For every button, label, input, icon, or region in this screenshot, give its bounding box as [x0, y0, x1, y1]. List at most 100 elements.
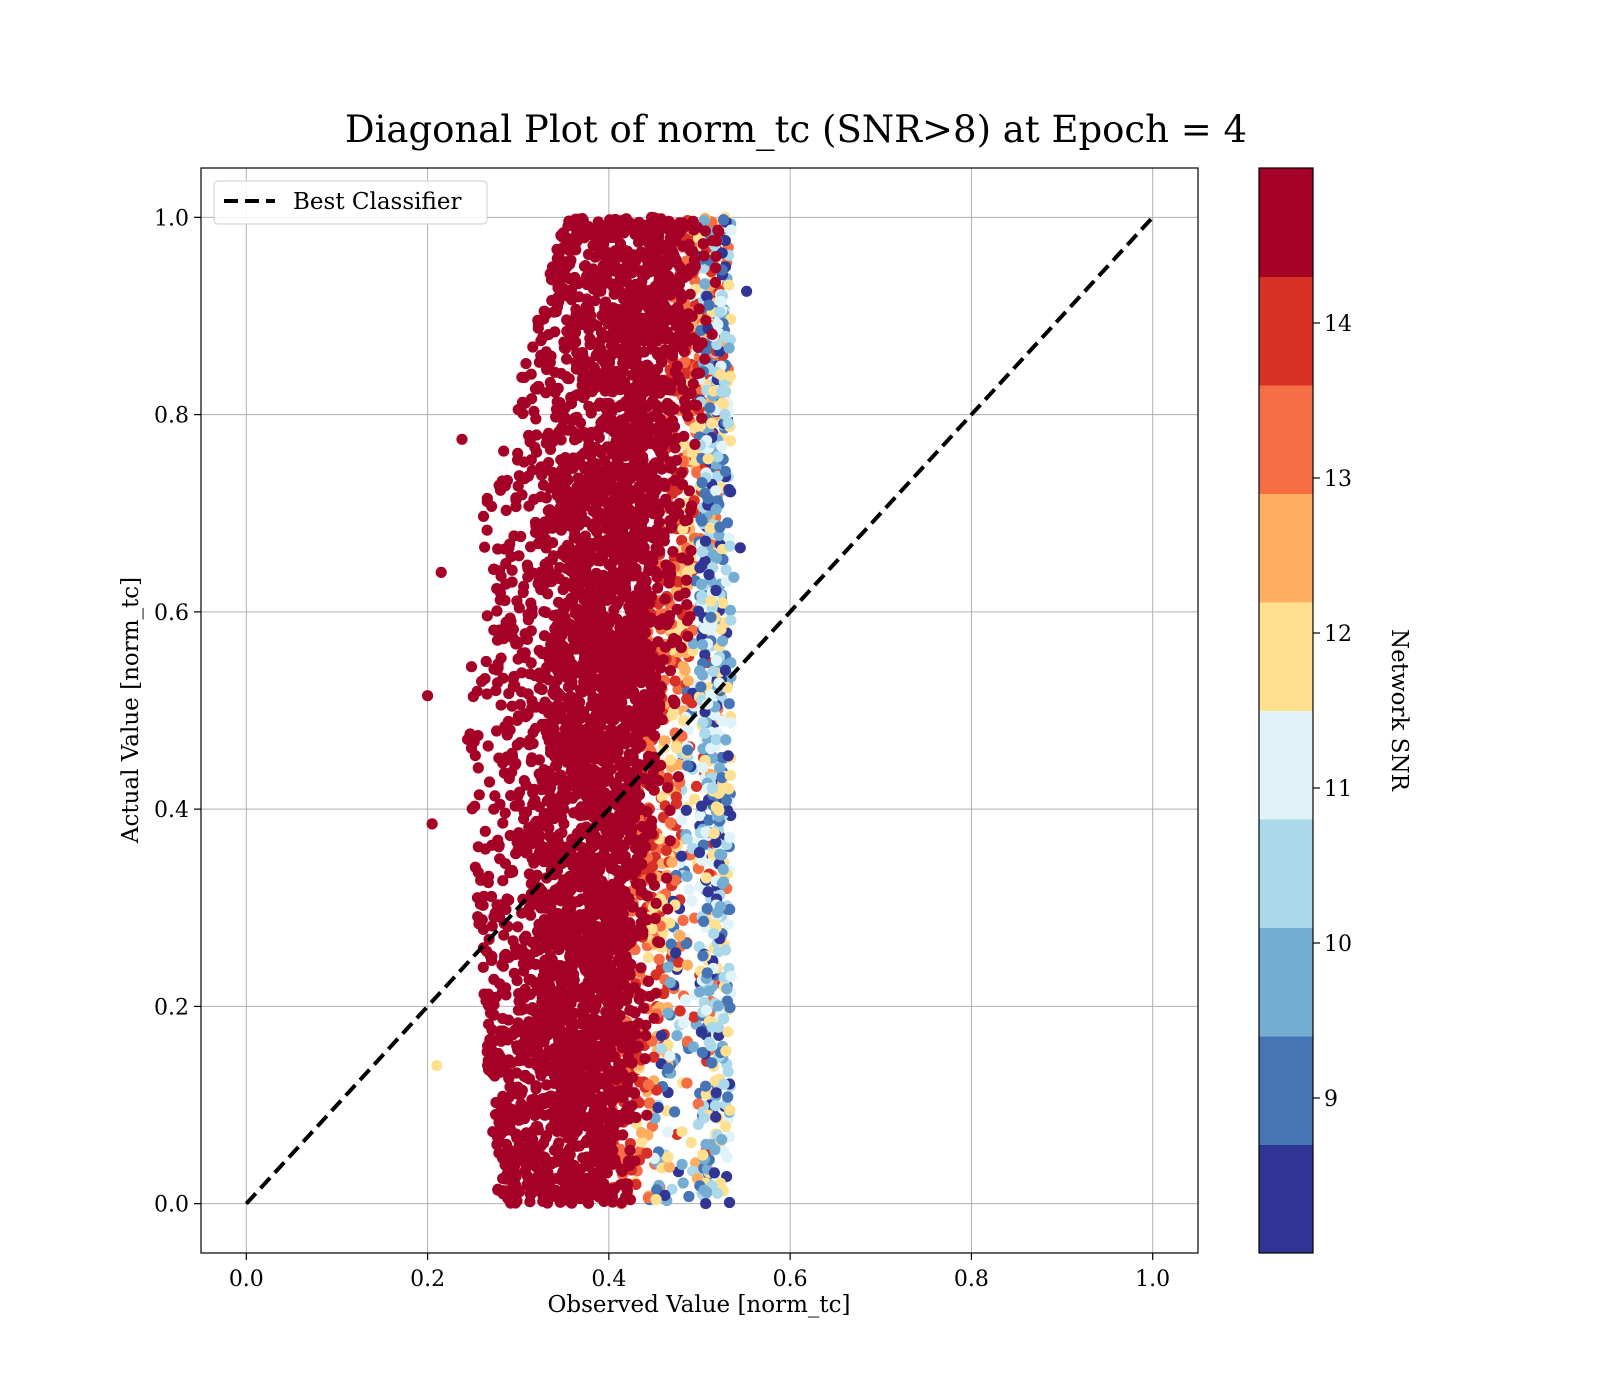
scatter-point	[710, 654, 723, 667]
scatter-point	[636, 847, 648, 859]
scatter-point	[477, 923, 489, 936]
scatter-point	[514, 737, 526, 749]
scatter-point	[476, 675, 488, 688]
scatter-point	[526, 608, 538, 620]
scatter-point	[703, 569, 715, 581]
scatter-point	[646, 861, 659, 873]
scatter-point	[723, 279, 735, 291]
scatter-point	[481, 610, 493, 622]
scatter-point	[701, 290, 713, 302]
scatter-point	[695, 578, 708, 590]
scatter-point	[716, 1134, 728, 1146]
scatter-point	[728, 571, 740, 583]
scatter-point	[709, 1144, 721, 1156]
scatter-point	[469, 800, 481, 812]
scatter-point	[569, 528, 581, 540]
scatter-point	[629, 1007, 641, 1019]
scatter-point	[712, 318, 724, 331]
scatter-point	[624, 1194, 637, 1206]
scatter-point	[660, 844, 672, 857]
scatter-point	[556, 911, 568, 923]
scatter-point	[681, 833, 693, 845]
scatter-point	[518, 775, 530, 787]
scatter-point	[721, 983, 733, 995]
scatter-point	[678, 1017, 690, 1029]
scatter-point	[617, 908, 629, 920]
scatter-point	[638, 625, 650, 637]
scatter-point	[688, 254, 701, 266]
scatter-point	[574, 318, 586, 331]
scatter-point	[567, 1131, 579, 1143]
scatter-point	[682, 760, 694, 772]
scatter-point	[696, 412, 708, 424]
scatter-point	[723, 698, 735, 710]
scatter-point	[543, 786, 555, 798]
scatter-point	[665, 938, 677, 950]
scatter-point	[507, 866, 519, 878]
scatter-point	[630, 1028, 642, 1040]
scatter-point	[706, 1021, 718, 1033]
scatter-point	[538, 809, 550, 822]
scatter-point	[650, 897, 662, 910]
scatter-point	[599, 304, 611, 316]
scatter-point	[532, 314, 544, 326]
scatter-point	[662, 1151, 674, 1163]
scatter-point	[597, 421, 609, 433]
scatter-point	[696, 1046, 709, 1059]
scatter-point	[545, 894, 557, 906]
scatter-point	[711, 1187, 724, 1199]
scatter-point	[687, 1041, 700, 1053]
scatter-point	[724, 604, 737, 616]
scatter-point	[641, 914, 653, 926]
scatter-point	[724, 903, 736, 916]
scatter-point	[587, 841, 599, 853]
scatter-point	[710, 485, 722, 497]
scatter-point	[515, 1098, 527, 1110]
scatter-point	[574, 498, 586, 510]
scatter-point	[497, 817, 509, 829]
scatter-point	[725, 224, 737, 236]
scatter-point	[682, 630, 694, 642]
scatter-point	[613, 809, 625, 821]
scatter-point	[538, 1151, 550, 1163]
scatter-point	[722, 1066, 734, 1078]
scatter-point	[702, 453, 714, 465]
scatter-point	[563, 215, 575, 227]
scatter-point	[620, 993, 632, 1005]
scatter-point	[595, 780, 607, 792]
scatter-point	[550, 296, 562, 308]
scatter-point	[683, 884, 696, 896]
scatter-point	[488, 1009, 500, 1021]
scatter-point	[572, 620, 584, 632]
scatter-point	[572, 472, 584, 484]
scatter-point	[722, 1026, 734, 1038]
scatter-point	[497, 875, 509, 887]
scatter-point	[700, 826, 712, 838]
scatter-point	[631, 703, 643, 715]
scatter-point	[724, 1104, 736, 1116]
scatter-point	[697, 950, 709, 962]
scatter-point	[719, 235, 731, 247]
scatter-point	[565, 497, 577, 509]
scatter-point	[648, 1051, 660, 1063]
scatter-point	[525, 909, 537, 921]
scatter-point	[725, 486, 737, 498]
scatter-point	[535, 461, 547, 473]
scatter-point	[641, 890, 654, 902]
scatter-point	[626, 218, 638, 231]
scatter-point	[533, 1029, 545, 1042]
scatter-point	[629, 492, 641, 504]
scatter-point	[641, 1109, 653, 1121]
scatter-point	[672, 956, 685, 968]
scatter-point	[689, 438, 701, 450]
scatter-point	[606, 1085, 618, 1097]
scatter-point	[699, 353, 711, 365]
scatter-point	[676, 814, 688, 826]
scatter-point	[662, 403, 674, 416]
scatter-point	[636, 1136, 648, 1148]
scatter-point	[710, 503, 722, 516]
scatter-point	[693, 303, 705, 315]
scatter-point	[499, 949, 511, 962]
scatter-point	[698, 262, 710, 274]
